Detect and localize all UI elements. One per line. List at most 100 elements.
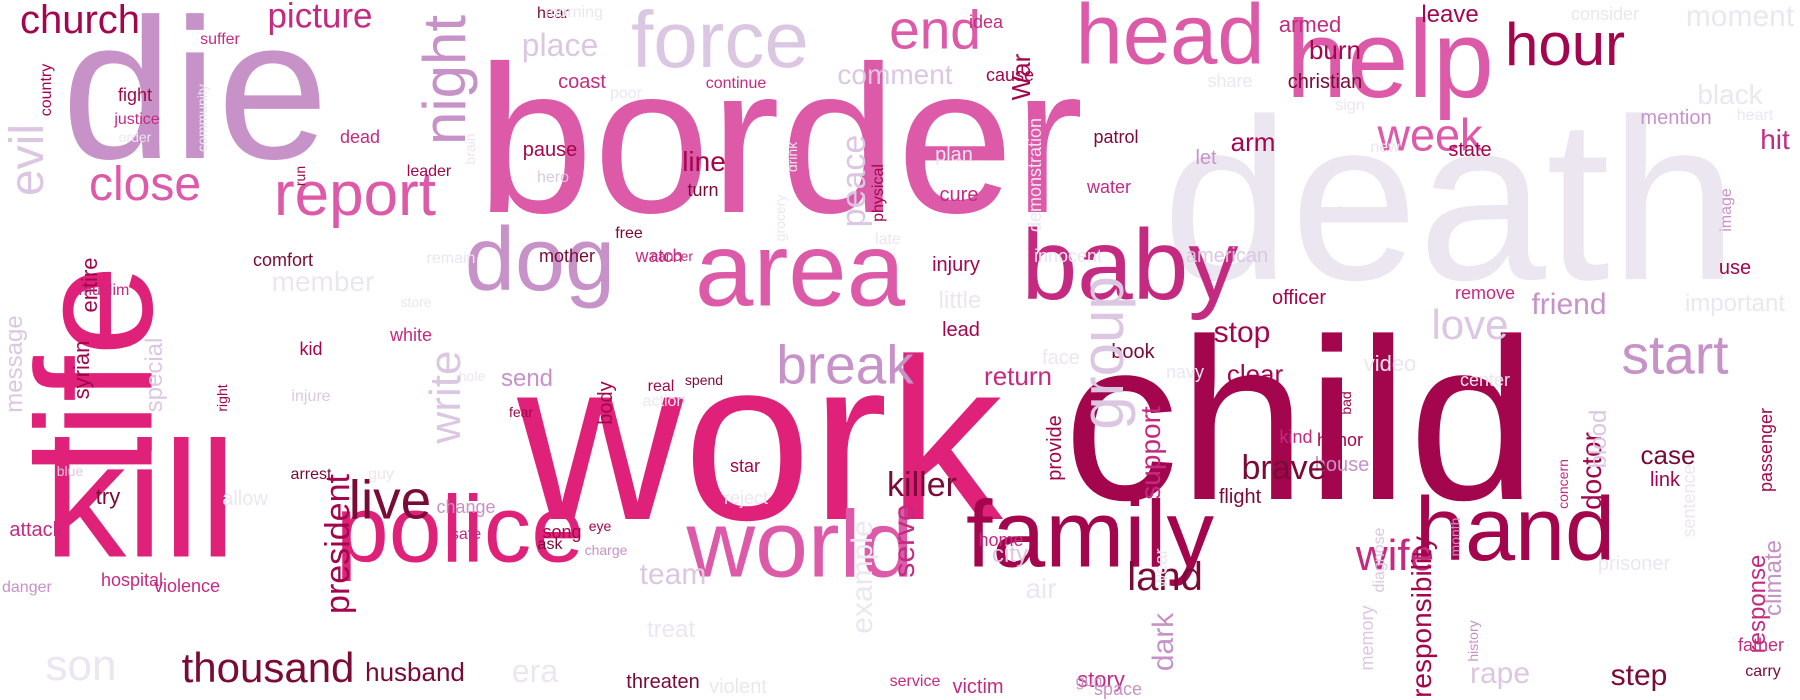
word-father: father (1737, 635, 1785, 655)
word-turn: turn (687, 180, 719, 200)
word-comfort: comfort (252, 250, 314, 270)
word-face: face (1042, 347, 1080, 369)
word-fear: fear (508, 404, 534, 420)
word-innocent: innocent (1033, 246, 1103, 266)
word-comment: comment (837, 59, 953, 90)
word-idea: idea (968, 12, 1004, 32)
word-order: order (118, 129, 152, 145)
word-gun: gun (1075, 673, 1103, 690)
word-carry: carry (1745, 663, 1781, 680)
word-close: close (88, 158, 202, 211)
word-cause: cause (985, 65, 1035, 85)
word-victim: victim (952, 676, 1004, 698)
word-american: american (1185, 245, 1269, 267)
word-return: return (984, 361, 1052, 391)
word-house: house (1314, 454, 1370, 476)
word-live: live (348, 468, 432, 531)
word-use: use (1718, 257, 1752, 279)
word-store: store (400, 294, 432, 310)
word-stop: stop (1213, 316, 1271, 349)
word-ask: ask (537, 536, 563, 553)
word-remain: remain (426, 250, 476, 267)
word-song: song (542, 522, 582, 542)
word-concern: concern (1555, 459, 1571, 509)
word-violence: violence (153, 576, 221, 596)
word-injury: injury (932, 254, 980, 276)
word-help: help (1286, 0, 1494, 121)
word-provide: provide (1044, 415, 1066, 481)
word-killer: killer (887, 466, 957, 504)
word-late: late (875, 231, 901, 248)
word-president: president (319, 474, 357, 614)
word-member: member (271, 266, 375, 297)
word-virus: virus (1327, 204, 1371, 226)
word-city: city (992, 541, 1028, 568)
word-christian: christian (1287, 71, 1363, 93)
word-service: service (889, 673, 941, 690)
word-home: home (978, 530, 1024, 550)
word-danger: danger (1, 579, 52, 596)
word-force: force (631, 0, 809, 84)
word-wear: wear (1151, 548, 1171, 588)
word-sentence: sentence (1679, 464, 1699, 538)
word-grocery: grocery (772, 194, 788, 242)
word-kind: kind (1279, 427, 1313, 447)
word-evil: evil (1, 123, 54, 197)
word-poor: poor (609, 85, 643, 102)
word-center: center (1459, 370, 1511, 390)
word-body: body (595, 381, 617, 425)
word-team: team (639, 558, 707, 591)
word-leave: leave (1421, 1, 1479, 28)
word-prisoner: prisoner (1597, 553, 1671, 575)
word-break: break (776, 333, 914, 396)
word-change: change (436, 497, 496, 517)
word-support: support (1135, 406, 1166, 500)
word-sign: sign (1335, 97, 1365, 114)
word-head: head (1075, 0, 1265, 83)
word-death: death (1162, 71, 1738, 328)
word-area: area (694, 211, 906, 329)
word-right: right (214, 384, 230, 412)
word-rape: rape (1469, 657, 1531, 690)
word-syrian: syrian (69, 340, 94, 400)
word-justice: justice (114, 111, 160, 128)
word-arrest: arrest (290, 466, 332, 483)
word-hole: hole (458, 368, 486, 384)
word-example: example (846, 520, 879, 634)
word-serve: serve (888, 504, 921, 578)
word-heart: heart (1736, 107, 1774, 124)
word-work: work (517, 311, 1003, 568)
word-patrol: patrol (1093, 127, 1139, 147)
word-era: era (511, 653, 559, 689)
word-friend: friend (1531, 288, 1607, 321)
word-attack: attack (9, 519, 63, 541)
word-love: love (1431, 301, 1509, 348)
word-end: end (889, 0, 981, 61)
word-history: history (1465, 620, 1481, 662)
word-mention: mention (1640, 107, 1712, 129)
word-new: new (1370, 139, 1400, 156)
word-border: border (476, 22, 1084, 257)
word-coast: coast (558, 71, 606, 93)
word-child: child (1063, 291, 1537, 548)
word-honor: honor (1316, 430, 1364, 450)
word-pause: pause (522, 139, 578, 161)
word-spend: spend (684, 372, 724, 388)
word-watch: watch (635, 246, 683, 266)
word-diagnose: diagnose (1371, 527, 1388, 593)
word-die: die (61, 0, 329, 201)
word-safe: safe (450, 526, 482, 543)
word-link: link (1649, 469, 1681, 491)
word-morning: morning (545, 4, 603, 21)
word-church: church (19, 0, 141, 42)
word-state: state (1448, 139, 1492, 161)
word-hand: hand (1414, 480, 1616, 580)
word-moment: moment (1685, 0, 1795, 33)
word-charge: charge (584, 542, 628, 558)
word-plan: plan (935, 144, 973, 166)
word-consider: consider (1570, 4, 1640, 24)
word-peace: peace (835, 134, 873, 228)
word-start: start (1621, 323, 1729, 386)
word-place: place (521, 27, 599, 63)
